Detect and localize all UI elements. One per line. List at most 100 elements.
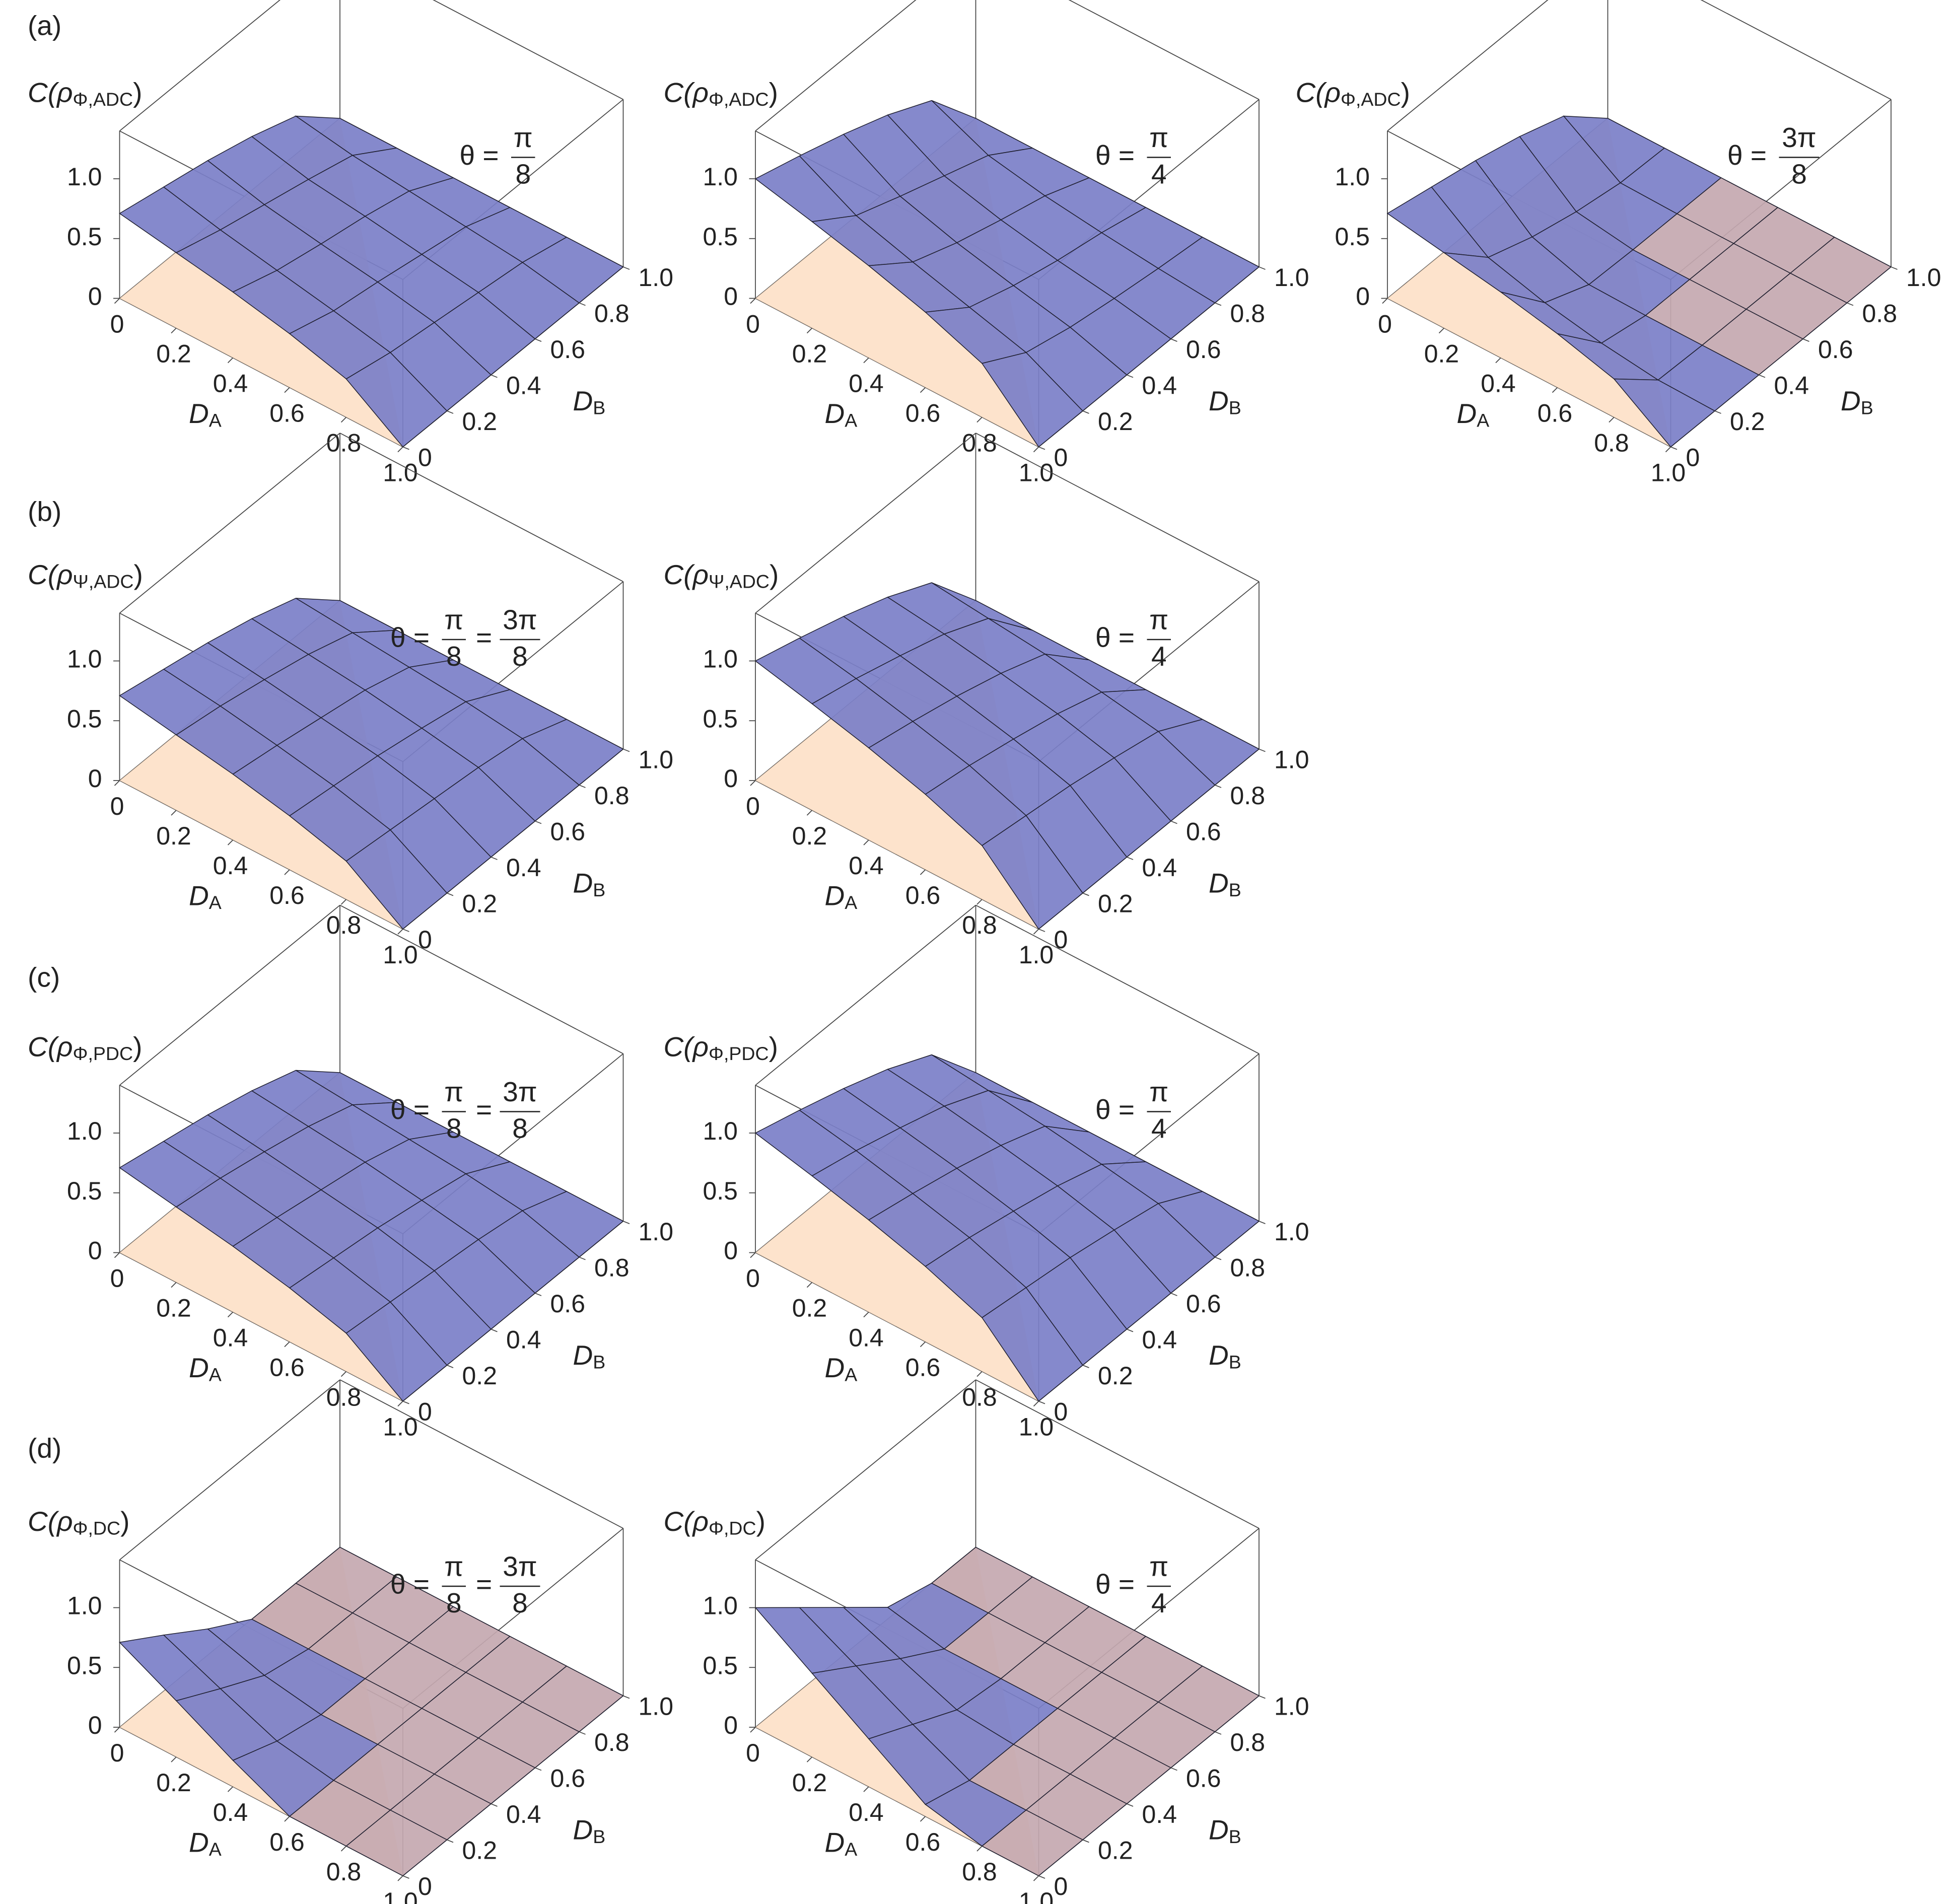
x-tick-label: 0 [110, 1264, 124, 1293]
y-tick-label: 0.2 [1098, 1362, 1133, 1390]
box-edge [755, 1379, 976, 1561]
annotation-den: 8 [446, 1587, 462, 1618]
y-axis-label-main: D [1209, 1814, 1229, 1845]
y-tick [447, 1839, 454, 1843]
y-tick [1259, 266, 1266, 270]
x-tick [976, 1846, 983, 1852]
x-tick [397, 1400, 403, 1407]
box-edge [339, 433, 623, 582]
x-tick [863, 839, 869, 845]
y-tick [1215, 1731, 1222, 1735]
z-axis-label-sub: Ψ,ADC [73, 571, 134, 592]
surface-plot: 00.20.40.60.81.000.20.40.60.81.000.51.0D… [28, 904, 673, 1441]
y-tick-label: 0.2 [1098, 1837, 1133, 1865]
x-tick [1665, 446, 1671, 453]
z-tick-label: 0.5 [703, 1177, 738, 1205]
x-tick-label: 0.4 [849, 1324, 884, 1352]
x-tick-label: 0.4 [213, 370, 248, 398]
y-axis-label-main: D [573, 1339, 593, 1371]
y-axis-label: DB [573, 867, 606, 900]
z-axis-label: C(ρΨ,ADC) [664, 559, 779, 592]
y-tick [1127, 857, 1134, 860]
x-axis-label-main: D [189, 1352, 209, 1383]
y-tick-label: 0 [418, 926, 432, 954]
surface-plot: 00.20.40.60.81.000.20.40.60.81.000.51.0D… [664, 1379, 1309, 1904]
y-tick [1082, 1839, 1089, 1843]
y-tick [1170, 338, 1177, 342]
x-tick-label: 0.4 [1481, 370, 1516, 398]
y-tick [1082, 410, 1089, 414]
y-tick-label: 0 [1054, 1872, 1068, 1900]
panel-label: (a) [28, 10, 61, 41]
annotation-den: 4 [1151, 159, 1167, 190]
box-edge [1700, 0, 1892, 100]
annotation-text: = [476, 1569, 492, 1600]
surface-plot: 00.20.40.60.81.000.20.40.60.81.000.51.0D… [28, 433, 673, 969]
y-tick-label: 0.8 [1230, 782, 1266, 810]
x-tick [1033, 929, 1039, 935]
surface-plot: 00.20.40.60.81.000.20.40.60.81.000.51.0D… [1296, 0, 1941, 487]
x-tick [227, 839, 234, 845]
z-tick-label: 1.0 [67, 1117, 102, 1145]
y-tick [1127, 1803, 1134, 1807]
x-tick-label: 0.2 [792, 1769, 827, 1797]
y-tick [1670, 446, 1678, 450]
z-axis-label-main: C(ρ [28, 1031, 73, 1062]
y-tick [1259, 1695, 1266, 1699]
x-tick [284, 1816, 290, 1822]
x-tick [920, 1341, 926, 1348]
x-axis-label-main: D [825, 398, 845, 429]
x-tick-label: 0.2 [1424, 340, 1459, 368]
box-edge [755, 904, 976, 1086]
x-axis-label: DA [825, 1352, 858, 1385]
x-tick-label: 1.0 [383, 459, 418, 487]
panel-label: (d) [28, 1433, 61, 1464]
y-tick [402, 446, 409, 450]
y-axis-label: DB [573, 1814, 606, 1847]
x-tick [284, 387, 290, 393]
annotation-num: 3π [503, 1551, 537, 1582]
panel-label: (c) [28, 962, 60, 993]
y-tick [623, 1221, 630, 1224]
x-tick-label: 1.0 [1651, 459, 1686, 487]
y-tick [579, 785, 586, 788]
y-axis-label: DB [573, 385, 606, 418]
x-tick [114, 1727, 120, 1733]
x-tick [114, 780, 120, 786]
y-tick-label: 0 [1686, 444, 1700, 472]
x-tick-label: 0.6 [269, 1828, 305, 1856]
z-axis-label-end: ) [133, 1031, 142, 1062]
y-tick-label: 0 [418, 1398, 432, 1426]
y-tick-label: 0.8 [594, 300, 630, 328]
z-tick-label: 0 [724, 1711, 738, 1739]
x-tick-label: 0.4 [213, 1798, 248, 1826]
x-tick-label: 0.8 [1594, 429, 1629, 457]
x-tick [1438, 327, 1445, 334]
y-tick-label: 0.2 [462, 407, 498, 436]
y-tick-label: 1.0 [1274, 746, 1309, 774]
y-axis-label-main: D [573, 867, 593, 898]
z-tick-label: 0 [724, 1237, 738, 1265]
y-axis-label-main: D [573, 1814, 593, 1845]
y-tick-label: 1.0 [1274, 1693, 1309, 1721]
x-tick [1033, 446, 1039, 453]
x-tick-label: 0.2 [156, 1769, 191, 1797]
annotation-text: = [476, 622, 492, 653]
z-axis-label: C(ρΦ,ADC) [664, 77, 778, 110]
x-tick [340, 1846, 347, 1852]
x-tick-label: 1.0 [383, 1887, 418, 1904]
x-tick [806, 1282, 813, 1288]
z-axis-label-main: C(ρ [664, 77, 709, 108]
x-tick-label: 1.0 [1019, 1887, 1054, 1904]
x-tick-label: 0 [746, 1739, 760, 1767]
x-tick [340, 899, 347, 905]
z-tick-label: 0.5 [703, 223, 738, 251]
x-tick-label: 0 [110, 792, 124, 820]
box-edge [1068, 0, 1260, 100]
y-tick-label: 0.6 [1186, 335, 1221, 364]
z-axis-label-sub: Φ,DC [709, 1517, 756, 1538]
x-tick-label: 0.8 [962, 429, 997, 457]
x-tick-label: 1.0 [1019, 459, 1054, 487]
z-axis-label-end: ) [1401, 77, 1410, 108]
y-axis-label-sub: B [593, 1351, 605, 1372]
